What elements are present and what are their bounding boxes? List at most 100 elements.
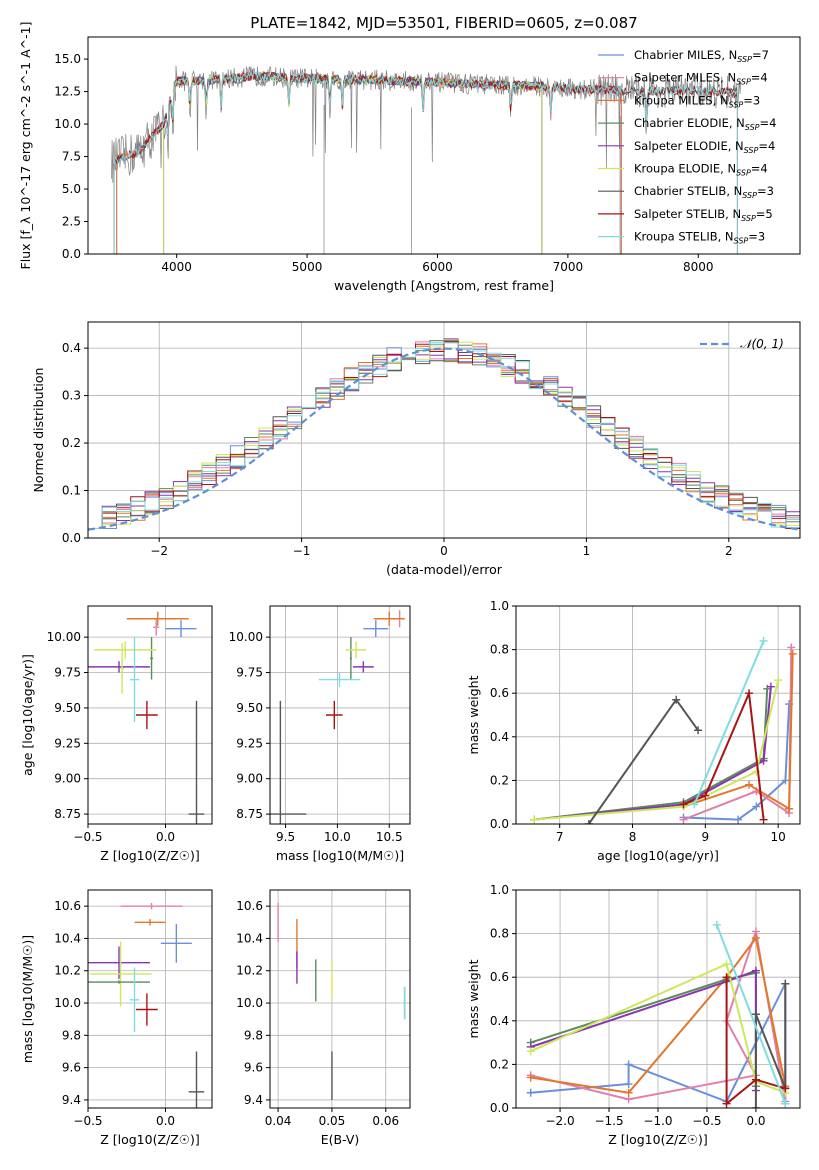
axes-residuals: −2 −1 0 1 2 0.0 0.1 0.2 0.3 0.4 (data-model)/error…: [31, 321, 801, 577]
y-axis-label: Normed distribution: [31, 368, 46, 493]
legend-label: Kroupa MILES, NSSP=3: [634, 93, 760, 109]
errorbar-point: [126, 611, 189, 626]
x-tick-label: −0.5: [73, 1114, 102, 1128]
errorbar-point: [363, 620, 389, 638]
axes-weight_vs_Z: −2.0 −1.5 −1.0 −0.5 0.0 0.0 0.2 0.4 0.6 0.8 1.0 Z […: [466, 883, 801, 1147]
plot-area: [88, 611, 205, 824]
weight-marker: [624, 1080, 633, 1089]
y-tick-label: 7.5: [62, 150, 81, 164]
weight-marker: [624, 1060, 633, 1069]
y-tick-label: 0.0: [490, 1101, 509, 1115]
x-axis-label: mass [log10(M/M☉)]: [276, 848, 404, 863]
plot-area: [530, 636, 797, 824]
plot-area: [526, 920, 790, 1108]
weight-line-chabrier-elodie: [534, 688, 769, 821]
y-tick-label: 9.6: [244, 1061, 263, 1075]
y-tick-label: 10.00: [47, 630, 81, 644]
weight-marker: [584, 820, 593, 824]
weight-marker: [751, 1010, 760, 1019]
weight-marker: [781, 1084, 790, 1093]
y-tick-label: 9.50: [236, 701, 263, 715]
weight-marker: [774, 676, 783, 685]
histogram-salpeter-stelib: [88, 341, 800, 529]
histogram-kroupa-stelib: [88, 341, 800, 529]
y-tick-label: 10.00: [229, 630, 263, 644]
legend-label: Chabrier ELODIE, NSSP=4: [634, 116, 776, 132]
errorbar-point: [326, 700, 343, 730]
x-tick-label: 8000: [683, 260, 714, 274]
histogram-chabrier-stelib: [88, 340, 800, 529]
errorbar-point: [153, 618, 160, 636]
x-axis-label: (data-model)/error: [386, 562, 503, 577]
y-tick-label: 0.8: [490, 927, 509, 941]
weight-line-kroupa-stelib: [693, 640, 765, 805]
y-tick-label: 0.0: [490, 817, 509, 831]
x-tick-label: 10.5: [376, 830, 403, 844]
errorbar-point: [88, 661, 150, 673]
legend-label: Kroupa ELODIE, NSSP=4: [634, 162, 768, 178]
weight-marker: [701, 791, 710, 800]
legend-label: Chabrier STELIB, NSSP=3: [634, 184, 774, 200]
errorbar-point: [150, 637, 154, 680]
errorbar-point: [136, 700, 158, 730]
axes-frame: [515, 605, 801, 825]
legend-label: Salpeter MILES, NSSP=4: [634, 71, 768, 87]
weight-marker: [781, 776, 790, 785]
plot-area: [88, 338, 800, 531]
y-tick-label: 9.75: [236, 666, 263, 680]
axes-frame: [269, 889, 411, 1109]
y-tick-label: 0.2: [62, 436, 81, 450]
weight-marker: [745, 780, 754, 789]
legend-label: Kroupa STELIB, NSSP=3: [634, 230, 765, 246]
x-tick-label: −1.5: [594, 1114, 623, 1128]
legend-label: Chabrier MILES, NSSP=7: [634, 48, 769, 64]
x-tick-label: 0.04: [265, 1114, 292, 1128]
y-tick-label: 2.5: [62, 215, 81, 229]
errorbar-point: [188, 700, 205, 824]
axes-spectrum: 4000 5000 6000 7000 8000 0.0 2.5 5.0 7.5 10.0 12.5…: [18, 22, 801, 293]
x-tick-label: 0.0: [746, 1114, 765, 1128]
weight-line-kroupa-elodie: [530, 962, 786, 1094]
weight-marker: [752, 802, 761, 811]
normal-curve: [88, 347, 800, 531]
x-tick-label: 1: [583, 544, 591, 558]
legend-label: 𝒩(0, 1): [740, 337, 784, 351]
weight-marker: [679, 815, 688, 824]
x-axis-label: Z [log10(Z/Z☉)]: [100, 848, 200, 863]
errorbar-point: [136, 993, 158, 1026]
weight-marker: [759, 636, 768, 645]
y-tick-label: 9.8: [62, 1028, 81, 1042]
x-tick-label: −0.5: [692, 1114, 721, 1128]
axes-frame: [87, 605, 213, 825]
x-tick-label: 10.0: [324, 830, 351, 844]
y-tick-label: 5.0: [62, 182, 81, 196]
x-tick-label: −1: [293, 544, 311, 558]
legend-label: Salpeter STELIB, NSSP=5: [634, 207, 773, 223]
weight-marker: [690, 800, 699, 809]
y-tick-label: 10.6: [54, 899, 81, 913]
errorbar-point: [345, 641, 367, 659]
errorbar-point: [188, 1051, 205, 1108]
y-tick-label: 0.2: [490, 1057, 509, 1071]
errorbar-point: [88, 980, 150, 984]
weight-line-salpeter-stelib: [725, 977, 786, 1106]
weight-marker: [722, 960, 731, 969]
y-axis-label: age [log10(age/yr)]: [20, 654, 35, 776]
axes-frame: [87, 36, 801, 255]
y-tick-label: 0.4: [490, 730, 509, 744]
y-tick-label: 9.8: [244, 1028, 263, 1042]
errorbar-point: [270, 700, 307, 824]
axes-frame: [87, 889, 213, 1109]
errorbar-point: [129, 637, 140, 723]
x-tick-label: 0.05: [319, 1114, 346, 1128]
errorbar-point: [352, 661, 374, 673]
weight-line-kroupa-miles: [683, 653, 794, 811]
x-tick-label: −1.0: [643, 1114, 672, 1128]
y-tick-label: 9.25: [54, 736, 81, 750]
errorbar-point: [160, 923, 192, 963]
weight-marker: [745, 689, 754, 698]
y-tick-label: 0.2: [490, 773, 509, 787]
weight-marker: [787, 643, 796, 652]
x-tick-label: −2: [150, 544, 168, 558]
errorbar-point: [120, 642, 124, 694]
